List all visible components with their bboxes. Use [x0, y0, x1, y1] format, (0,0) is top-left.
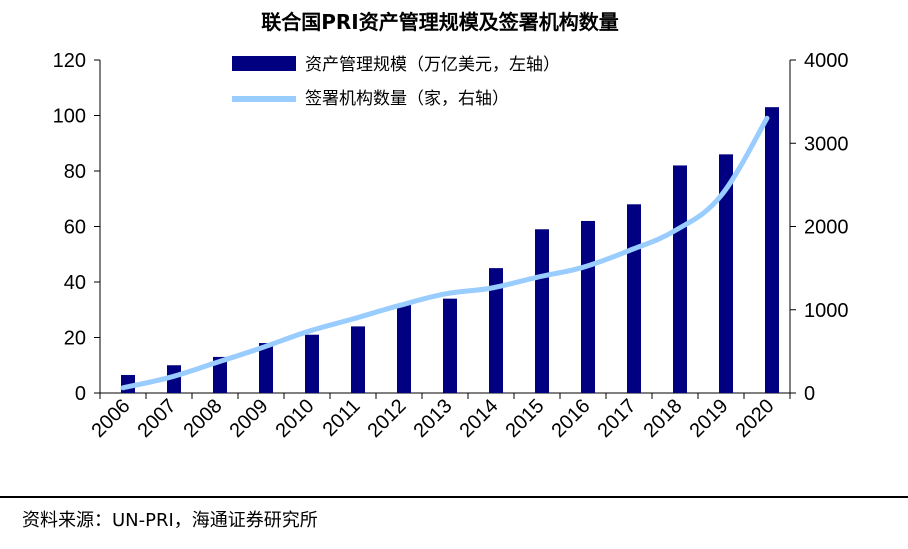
bar [535, 229, 549, 393]
bar [673, 165, 687, 393]
x-tick-label: 2006 [88, 395, 135, 442]
y-right-tick-label: 1000 [804, 300, 849, 322]
legend-label-line: 签署机构数量（家，右轴） [305, 89, 509, 109]
y-right-tick-label: 4000 [804, 50, 849, 72]
bar-series [121, 107, 779, 394]
bar [581, 220, 595, 393]
y-left-tick-label: 0 [75, 383, 86, 405]
legend-swatch-bar [232, 56, 296, 71]
bar [443, 298, 457, 393]
x-tick-label: 2017 [594, 395, 641, 442]
bar [305, 334, 319, 393]
x-tick-label: 2019 [686, 395, 733, 442]
x-tick-label: 2012 [364, 395, 411, 442]
bar [259, 343, 273, 393]
x-tick-label: 2008 [180, 395, 227, 442]
bar [627, 204, 641, 393]
x-tick-label: 2007 [134, 395, 181, 442]
y-right-tick-label: 0 [804, 383, 815, 405]
bar [351, 326, 365, 393]
y-left-tick-label: 40 [64, 272, 86, 294]
x-tick-label: 2016 [548, 395, 595, 442]
source-note: 资料来源：UN-PRI，海通证券研究所 [22, 510, 318, 531]
x-tick-label: 2010 [272, 395, 319, 442]
line-series [120, 115, 770, 391]
bar [167, 365, 181, 393]
y-right-tick-label: 2000 [804, 217, 849, 239]
y-left-tick-label: 120 [53, 50, 86, 72]
bar [719, 154, 733, 393]
x-tick-label: 2018 [640, 395, 687, 442]
y-right-tick-label: 3000 [804, 133, 849, 155]
y-left-tick-label: 100 [53, 106, 86, 128]
x-tick-label: 2014 [456, 395, 503, 442]
chart-title: 联合国PRI资产管理规模及签署机构数量 [261, 10, 619, 34]
x-tick-label: 2013 [410, 395, 457, 442]
bar [213, 356, 227, 393]
x-tick-label: 2011 [319, 395, 365, 441]
legend-label-bar: 资产管理规模（万亿美元，左轴） [305, 55, 560, 75]
y-left-tick-label: 80 [64, 161, 86, 183]
y-left-tick-label: 60 [64, 217, 86, 239]
bar [397, 304, 411, 393]
x-tick-label: 2015 [502, 395, 549, 442]
y-left-tick-label: 20 [64, 328, 86, 350]
x-tick-label: 2020 [732, 395, 779, 442]
legend: 资产管理规模（万亿美元，左轴） 签署机构数量（家，右轴） [232, 55, 560, 109]
x-tick-label: 2009 [226, 395, 273, 442]
bar [765, 107, 779, 394]
footer-divider [0, 496, 908, 498]
bar [489, 268, 503, 393]
